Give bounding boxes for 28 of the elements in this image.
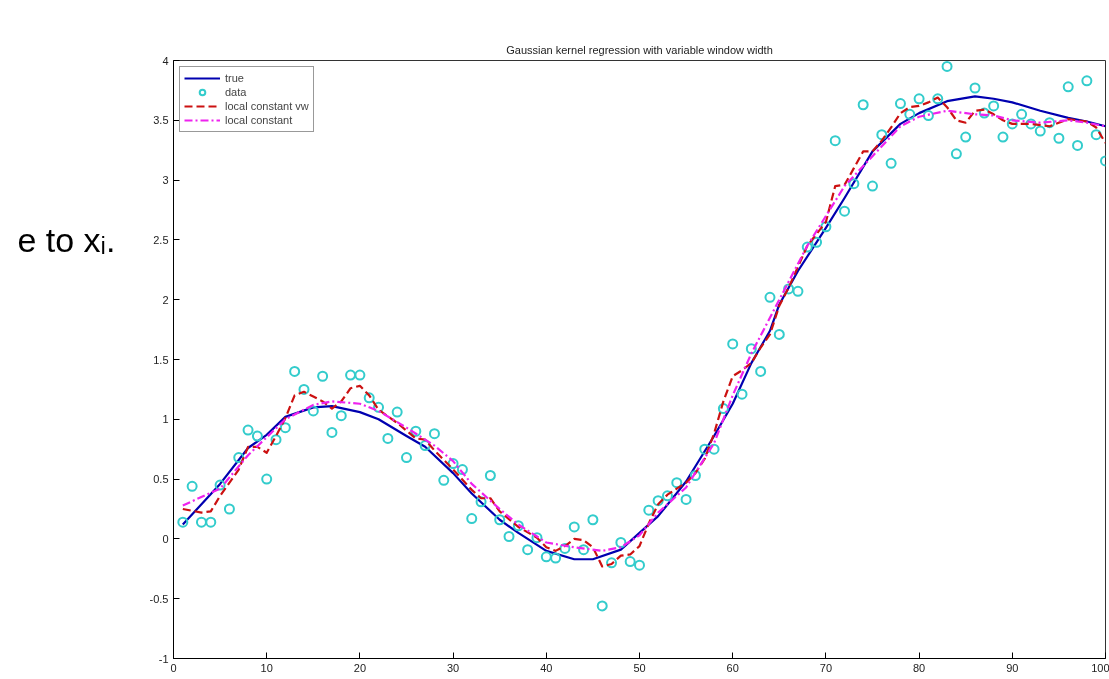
x-tick-label: 40 [540,661,553,674]
x-tick-label: 90 [1006,661,1019,674]
y-tick-label: 3.5 [153,114,169,127]
x-tick-label: 80 [912,661,926,674]
x-tick-label: 20 [353,661,367,674]
x-tick-label: 0 [170,661,177,674]
chart-title: Gaussian kernel regression with variable window width [506,43,773,56]
legend-label: local constant vw [225,99,309,113]
y-tick-label: 3 [162,174,169,187]
x-tick-label: 100 [1091,661,1109,674]
y-tick-label: -0.5 [149,592,169,605]
x-tick-label: 10 [260,661,273,674]
x-tick-label: 50 [633,661,646,674]
text: e to xᵢ. [17,220,116,259]
y-tick-label: 1.5 [153,353,169,366]
legend-label: local constant [225,113,293,127]
y-tick-label: 2.5 [153,233,169,246]
y-tick-label: 0.5 [153,473,169,486]
x-tick-label: 70 [819,661,833,674]
y-tick-label: 4 [162,54,169,67]
x-tick-label: 30 [446,661,460,674]
y-tick-label: 0 [162,532,169,545]
legend-label: data [225,85,247,99]
y-tick-label: -1 [158,652,169,665]
y-tick-label: 1 [162,413,169,426]
y-tick-label: 2 [162,293,169,306]
legend-label: true [225,71,245,85]
x-tick-label: 60 [726,661,739,674]
